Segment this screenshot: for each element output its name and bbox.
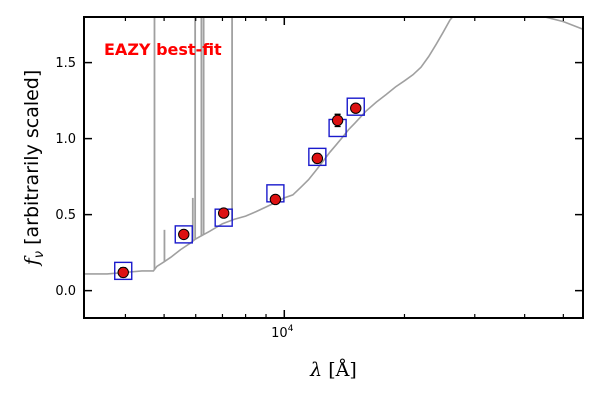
model-photometry-box [308,147,327,167]
annotation-label: EAZY best-fit [104,40,222,59]
model-photometry-box [114,261,133,281]
model-photometry-box [174,225,193,244]
observed-point [331,114,344,127]
axes-frame [83,16,584,319]
y-tick-label: 0.0 [55,284,76,299]
observed-point [311,152,324,165]
observed-point [178,228,190,241]
y-axis-label: fν [arbitrarily scaled] [21,70,47,268]
axis-ticks: 0.0 0.5 1.0 1.5 104 [55,17,583,341]
x-axis-label: λ [Å] [309,359,357,381]
y-tick-label: 1.5 [55,56,76,71]
model-photometry-box [346,97,365,116]
observed-point [350,102,362,114]
x-tick-label: 104 [271,324,294,341]
observed-point [217,207,230,219]
plot-area [84,17,583,281]
observed-point [269,193,282,206]
y-tick-label: 0.5 [55,208,76,223]
observed-point [117,266,129,279]
y-tick-label: 1.0 [55,132,76,147]
